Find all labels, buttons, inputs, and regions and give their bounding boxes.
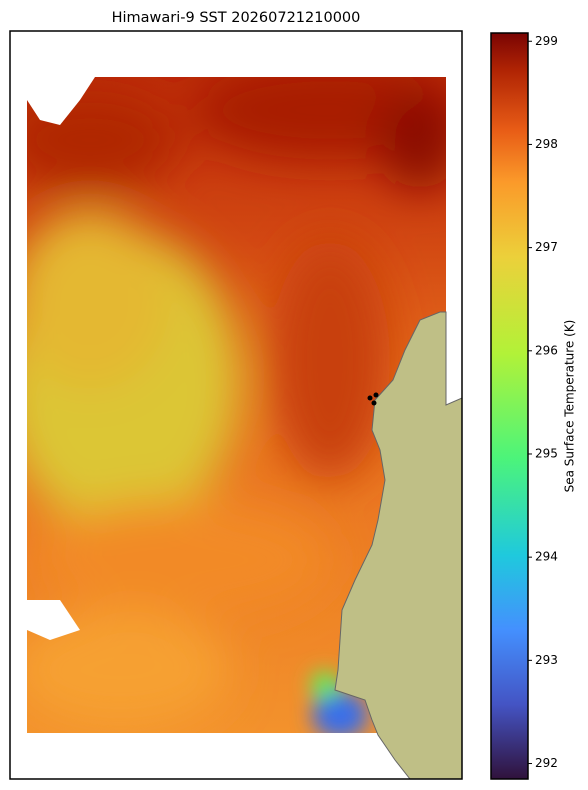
colorbar-tick-label: 294 [535,550,558,564]
colorbar-tick-label: 295 [535,446,558,460]
colorbar-tick-label: 297 [535,240,558,254]
colorbar-tick-label: 299 [535,34,558,48]
markers [367,392,379,406]
map-frame [9,30,463,780]
sst-field [27,77,446,733]
title: Himawari-9 SST 20260721210000 [112,10,361,26]
colorbar-tick-label: 293 [535,653,558,667]
colorbar-label: Sea Surface Temperature (K) [563,320,577,493]
colorbar-tick-label: 298 [535,137,558,151]
colorbar-tick-label: 296 [535,343,558,357]
colorbar-tick-label: 292 [535,756,558,770]
colorbar [490,32,529,780]
